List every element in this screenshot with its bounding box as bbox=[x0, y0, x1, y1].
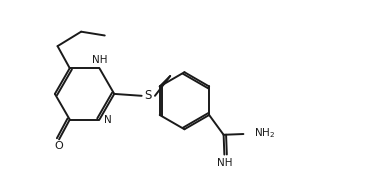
Text: S: S bbox=[144, 89, 152, 102]
Text: N: N bbox=[104, 115, 112, 125]
Text: NH: NH bbox=[217, 158, 233, 168]
Text: NH: NH bbox=[92, 55, 108, 65]
Text: NH$_2$: NH$_2$ bbox=[254, 126, 275, 140]
Text: O: O bbox=[54, 141, 63, 151]
